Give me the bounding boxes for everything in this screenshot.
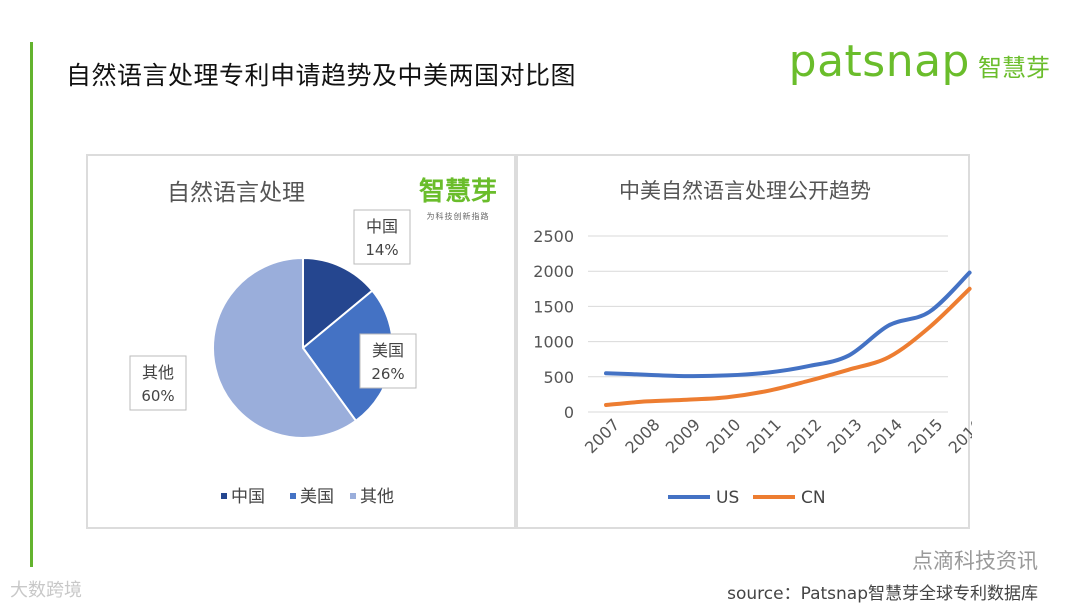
x-tick-label-3: 2010	[702, 415, 744, 457]
pie-legend-swatch-0	[221, 493, 227, 499]
pie-chart-panel: 自然语言处理 智慧芽 为科技创新指路 中国 14% 美国 26% 其他 60% 中国 美国 其他	[86, 154, 516, 529]
line-legend-label-0: US	[716, 488, 739, 508]
pie-legend-label-0: 中国	[231, 487, 265, 507]
series-line-us	[604, 270, 972, 379]
x-tick-label-5: 2012	[783, 415, 825, 457]
line-chart: 中美自然语言处理公开趋势 0 500 1000 1500 2000 2500 20072008…	[533, 179, 972, 508]
y-tick-label-2: 1000	[533, 333, 574, 352]
pie-legend-swatch-2	[350, 493, 356, 499]
pie-slice-2	[211, 256, 358, 439]
x-tick-label-9: 2016	[945, 415, 972, 457]
x-tick-label-4: 2011	[743, 415, 785, 457]
watermark-left: 大数跨境	[10, 580, 82, 601]
y-tick-label-5: 2500	[533, 227, 574, 246]
brand-wordmark: patsnap	[788, 36, 970, 87]
source-note: source：Patsnap智慧芽全球专利数据库	[727, 584, 1038, 604]
pie-label-name-1: 美国	[372, 341, 404, 360]
pie-label-name-2: 其他	[142, 363, 174, 382]
pie-label-name-0: 中国	[366, 217, 398, 236]
y-tick-label-4: 2000	[533, 262, 574, 281]
y-tick-label-0: 0	[564, 403, 574, 422]
x-tick-label-1: 2008	[621, 415, 663, 457]
pie-label-box-1	[359, 333, 417, 389]
line-chart-title: 中美自然语言处理公开趋势	[619, 179, 871, 203]
x-tick-label-7: 2014	[864, 415, 906, 457]
pie-legend-label-2: 其他	[360, 487, 394, 507]
x-tick-label-6: 2013	[823, 415, 865, 457]
accent-bar	[30, 42, 33, 567]
pie-slice-0	[302, 256, 374, 351]
x-tick-label-8: 2015	[904, 415, 946, 457]
x-tick-label-2: 2009	[662, 415, 704, 457]
y-tick-label-3: 1500	[533, 297, 574, 316]
line-chart-panel: 中美自然语言处理公开趋势 0 500 1000 1500 2000 2500 2007 2008…	[516, 154, 972, 529]
pie-logo-text: 智慧芽	[419, 177, 497, 207]
pie-chart-title: 自然语言处理	[167, 180, 305, 206]
pie-label-box-2	[129, 355, 187, 411]
pie-logo-subtext: 为科技创新指路	[427, 211, 490, 221]
series-line-cn	[604, 286, 972, 407]
pie-legend-label-1: 美国	[300, 487, 334, 507]
brand-logo: patsnap 智慧芽	[789, 36, 1050, 87]
pie-label-value-2: 60%	[141, 387, 174, 405]
line-legend-label-1: CN	[801, 488, 826, 508]
pie-label-value-1: 26%	[371, 365, 404, 383]
x-tick-label-0: 2007	[581, 415, 623, 457]
y-tick-label-1: 500	[543, 368, 574, 387]
slide-title: 自然语言处理专利申请趋势及中美两国对比图	[66, 61, 577, 90]
pie-label-box-0	[353, 209, 411, 265]
watermark-right: 点滴科技资讯	[912, 549, 1038, 573]
pie-label-value-0: 14%	[365, 241, 398, 259]
pie-legend-swatch-1	[290, 493, 296, 499]
brand-chinese-name: 智慧芽	[978, 54, 1050, 82]
